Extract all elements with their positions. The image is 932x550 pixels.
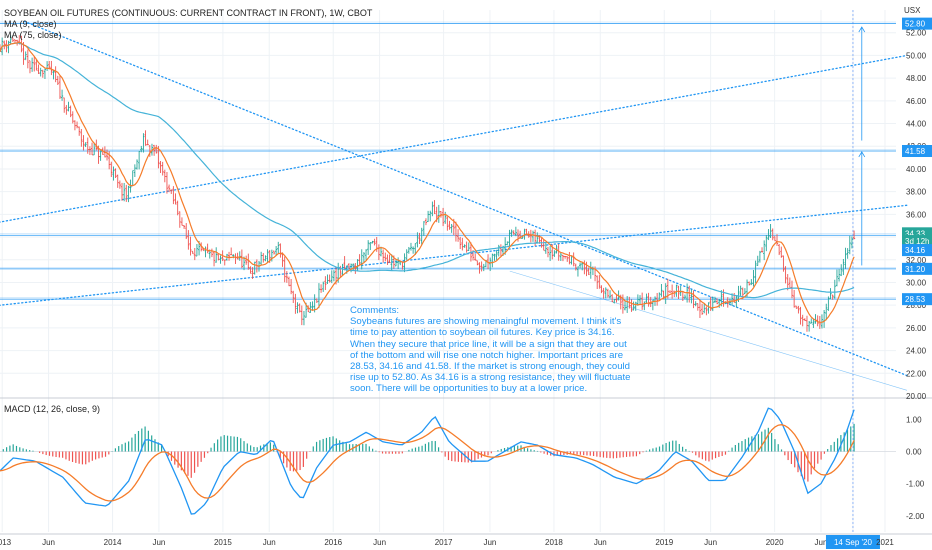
x-axis-label: 2013 xyxy=(0,538,12,547)
macd-axis-label: 1.00 xyxy=(906,415,922,424)
price-tag xyxy=(902,244,932,257)
price-tag-label: 41.58 xyxy=(905,147,926,156)
price-axis-label: 48.00 xyxy=(906,74,927,83)
signal-line xyxy=(0,424,855,502)
x-axis-label: Jun xyxy=(594,538,607,547)
trendlines xyxy=(0,20,908,391)
moving-averages xyxy=(0,41,855,323)
price-axis-label: 52.00 xyxy=(906,29,927,38)
candles xyxy=(0,35,856,332)
macd-axis-label: -2.00 xyxy=(906,512,925,521)
chart-title: SOYBEAN OIL FUTURES (CONTINUOUS: CURRENT… xyxy=(4,8,373,18)
price-axis-label: 44.00 xyxy=(906,120,927,129)
axes: 52.0050.0048.0046.0044.0042.0040.0038.00… xyxy=(0,6,927,549)
price-tag-label: 28.53 xyxy=(905,295,926,304)
x-axis-label: 2019 xyxy=(655,538,673,547)
price-tag xyxy=(902,293,932,306)
price-axis-label: 38.00 xyxy=(906,188,927,197)
comment-body: Soybeans futures are showing menaingful … xyxy=(350,316,631,395)
price-axis-label: 46.00 xyxy=(906,97,927,106)
x-axis-label: 2021 xyxy=(876,538,894,547)
x-axis-label: 2016 xyxy=(324,538,342,547)
x-axis-label: Jun xyxy=(152,538,165,547)
x-axis-label: 14 Sep '20 xyxy=(834,538,873,547)
currency-label: USX xyxy=(904,6,921,15)
price-axis-label: 20.00 xyxy=(906,392,927,401)
macd-panel xyxy=(0,407,896,515)
price-axis-label: 36.00 xyxy=(906,210,927,219)
price-tag-label: 31.20 xyxy=(905,265,926,274)
price-axis-label: 22.00 xyxy=(906,369,927,378)
price-tag xyxy=(902,17,932,30)
trendline xyxy=(0,204,908,306)
price-axis-label: 50.00 xyxy=(906,51,927,60)
macd-line xyxy=(0,407,855,515)
date-cursor-tag xyxy=(825,535,880,549)
trendline xyxy=(23,20,908,377)
price-tag-label: 34.16 xyxy=(905,246,926,255)
macd-axis-label: -1.00 xyxy=(906,480,925,489)
trendline xyxy=(509,270,908,391)
price-axis-label: 30.00 xyxy=(906,278,927,287)
macd-label: MACD (12, 26, close, 9) xyxy=(4,404,101,414)
x-axis-label: Jun xyxy=(42,538,55,547)
comment-box: Comments: Soybeans futures are showing m… xyxy=(350,305,632,395)
price-tag-label: 34.33 xyxy=(905,229,926,238)
x-axis-label: 2020 xyxy=(766,538,784,547)
x-axis-label: Jun xyxy=(815,538,828,547)
price-axis-label: 28.00 xyxy=(906,301,927,310)
ma-fast-line xyxy=(0,41,855,323)
ma-fast-label: MA (9, close) xyxy=(4,19,57,29)
x-axis-label: 2017 xyxy=(435,538,453,547)
price-tag-label: 3d 12h xyxy=(905,237,929,246)
target-arrows xyxy=(858,26,866,266)
x-axis-label: 2014 xyxy=(104,538,122,547)
comment-heading: Comments: xyxy=(350,305,400,316)
x-axis-label: 2018 xyxy=(545,538,563,547)
price-tag xyxy=(902,145,932,158)
x-axis-label: Jun xyxy=(704,538,717,547)
grid-lines xyxy=(0,10,932,535)
ma-slow-label: MA (75, close) xyxy=(4,30,62,40)
ma-slow-line xyxy=(0,42,855,299)
price-axis-label: 32.00 xyxy=(906,256,927,265)
x-axis-label: Jun xyxy=(263,538,276,547)
x-axis-label: Jun xyxy=(483,538,496,547)
price-tag xyxy=(902,235,932,248)
x-axis-label: Jun xyxy=(373,538,386,547)
price-tag xyxy=(902,262,932,275)
trendline xyxy=(0,54,908,223)
price-tag-label: 52.80 xyxy=(905,20,926,29)
price-axis-label: 40.00 xyxy=(906,165,927,174)
x-axis-label: 2015 xyxy=(214,538,232,547)
macd-axis-label: 0.00 xyxy=(906,448,922,457)
price-axis-label: 26.00 xyxy=(906,324,927,333)
price-axis-label: 24.00 xyxy=(906,347,927,356)
